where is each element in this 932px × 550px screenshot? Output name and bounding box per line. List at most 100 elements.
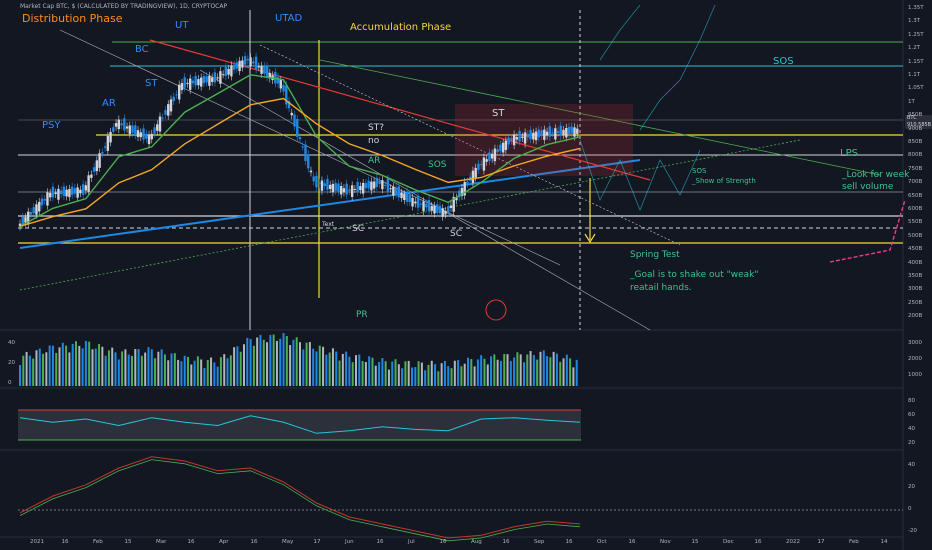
time-axis-tick: Sep bbox=[534, 539, 545, 545]
time-axis-tick: 16 bbox=[439, 539, 447, 545]
time-axis-tick: 16 bbox=[187, 539, 195, 545]
annotation-distribution: Distribution Phase bbox=[22, 12, 123, 25]
candle-body bbox=[188, 78, 192, 90]
volume-axis-tick: 2000 bbox=[908, 356, 922, 362]
volume-bar bbox=[299, 342, 301, 386]
candle-body bbox=[249, 57, 252, 67]
candle-body bbox=[345, 183, 348, 195]
time-axis-tick: Feb bbox=[849, 539, 859, 545]
candle-body bbox=[70, 186, 74, 195]
annotation-utad: UTAD bbox=[275, 13, 303, 24]
volume-bar bbox=[140, 355, 143, 386]
volume-bar bbox=[190, 364, 193, 386]
volume-bar bbox=[48, 345, 51, 386]
candle-body bbox=[474, 167, 477, 178]
candle-body bbox=[318, 182, 321, 185]
candle-body bbox=[208, 75, 211, 86]
candle-body bbox=[342, 188, 346, 193]
candle-body bbox=[178, 84, 181, 100]
candle-body bbox=[21, 216, 24, 225]
volume-bar bbox=[246, 337, 249, 386]
volume-bar bbox=[523, 362, 525, 386]
volume-bar bbox=[65, 345, 68, 386]
candle-body bbox=[257, 66, 261, 68]
volume-bar bbox=[463, 363, 466, 386]
candle-body bbox=[145, 133, 148, 139]
candle-body bbox=[504, 140, 508, 150]
annotation-no: no bbox=[368, 136, 380, 146]
volume-bar bbox=[322, 346, 325, 386]
annotation-accumulation: Accumulation Phase bbox=[350, 22, 452, 33]
candle-body bbox=[172, 96, 175, 101]
candle-body bbox=[29, 212, 33, 215]
volume-bar bbox=[516, 352, 519, 386]
candle-body bbox=[183, 77, 186, 88]
volume-bar bbox=[210, 357, 213, 386]
time-axis-tick: 16 bbox=[61, 539, 69, 545]
candle-body bbox=[389, 188, 392, 190]
volume-bar bbox=[279, 338, 282, 386]
volume-bar bbox=[111, 347, 114, 386]
volume-bar bbox=[546, 356, 549, 386]
volume-bar bbox=[335, 351, 338, 386]
volume-bar bbox=[173, 353, 176, 386]
candle-body bbox=[169, 99, 173, 112]
volume-bar bbox=[374, 365, 377, 386]
trend-line-blue bbox=[19, 159, 641, 249]
time-axis-tick: Oct bbox=[597, 539, 607, 545]
volume-bar bbox=[411, 367, 413, 386]
volume-bar bbox=[338, 360, 341, 386]
candle-body bbox=[142, 128, 145, 140]
volume-bar bbox=[236, 346, 239, 386]
candle-body bbox=[348, 189, 351, 191]
candle-body bbox=[147, 134, 151, 145]
volume-bar bbox=[397, 364, 400, 386]
candle-body bbox=[315, 175, 318, 188]
candle-body bbox=[46, 192, 49, 206]
volume-bar bbox=[453, 360, 456, 386]
volume-bars-group bbox=[19, 333, 578, 386]
annotation-goal2: reatail hands. bbox=[630, 283, 692, 293]
volume-bar bbox=[569, 358, 572, 386]
annotation-text_small: Text bbox=[322, 221, 335, 228]
volume-bar bbox=[219, 357, 222, 386]
candle-body bbox=[156, 124, 159, 131]
candle-body bbox=[139, 132, 142, 138]
candle-body bbox=[400, 192, 403, 199]
annotation-ar2: AR bbox=[368, 156, 381, 166]
annotation-sc2: SC bbox=[450, 229, 462, 239]
projection-path-2 bbox=[599, 4, 641, 61]
volume-bar bbox=[22, 355, 25, 386]
time-axis-tick: 2021 bbox=[30, 539, 44, 545]
annotation-sos_note: SOS bbox=[692, 167, 707, 175]
candle-body bbox=[293, 114, 296, 127]
candle-body bbox=[408, 195, 412, 203]
candle-body bbox=[81, 184, 85, 195]
volume-bar bbox=[549, 357, 552, 386]
price-axis-tick: 300B bbox=[908, 286, 923, 293]
time-axis-tick: 16 bbox=[754, 539, 762, 545]
candle-body bbox=[161, 117, 164, 119]
time-axis-tick: 15 bbox=[124, 539, 132, 545]
time-axis-tick: Jul bbox=[408, 539, 415, 545]
volume-bar bbox=[417, 361, 420, 386]
rsi-band bbox=[18, 410, 581, 440]
price-axis-tick: 200B bbox=[908, 313, 923, 320]
candle-body bbox=[331, 183, 335, 193]
volume-bar bbox=[25, 351, 28, 386]
time-axis-tick: 16 bbox=[565, 539, 573, 545]
annotation-psy: PSY bbox=[42, 120, 61, 131]
candle-body bbox=[386, 178, 390, 192]
osc-axis-tick: -20 bbox=[908, 528, 917, 534]
candle-body bbox=[117, 119, 121, 130]
candle-body bbox=[337, 183, 340, 192]
candle-body bbox=[197, 79, 200, 86]
candle-body bbox=[90, 174, 93, 178]
volume-bar bbox=[88, 341, 91, 386]
time-axis-tick: Apr bbox=[219, 539, 229, 545]
candle-body bbox=[482, 157, 486, 171]
volume-bar bbox=[252, 345, 255, 386]
time-axis-tick: 16 bbox=[250, 539, 258, 545]
volume-bar bbox=[289, 345, 292, 386]
